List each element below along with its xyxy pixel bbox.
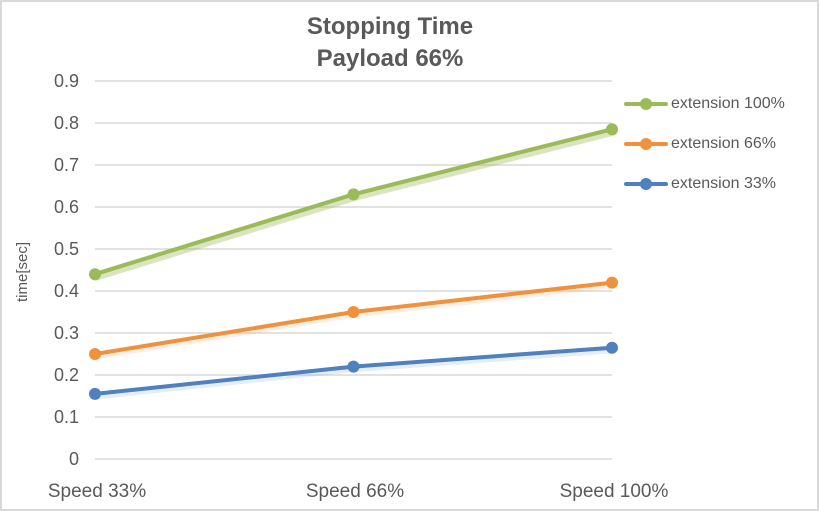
y-tick-label: 0.8 [53,113,79,133]
legend-label: extension 100% [671,95,785,112]
data-point-extension-100pct [89,268,101,281]
y-tick-label: 0 [68,449,79,469]
legend-line-marker-icon [624,98,668,110]
chart-title-line1: Stopping Time [306,13,474,40]
legend-dot-icon [640,98,652,110]
data-point-extension-33pct [347,360,360,373]
chart-title-line2: Payload 66% [316,45,464,72]
data-point-extension-33pct [89,387,101,400]
y-tick-label: 0.1 [53,407,79,427]
data-point-extension-66pct [606,276,618,289]
legend-entry: extension 100% [624,84,785,124]
legend-dot-icon [640,178,652,190]
legend-line-marker-icon [624,138,668,150]
data-point-extension-100pct [347,188,360,201]
legend-dot-icon [640,138,652,150]
legend-label: extension 66% [671,135,776,152]
y-tick-label: 0.7 [53,155,79,175]
y-tick-label: 0.5 [53,239,79,259]
series-line-extension-66pct [93,280,614,356]
legend-entry: extension 33% [624,164,785,204]
data-point-extension-66pct [347,306,360,318]
chart-title: Stopping Time Payload 66% [140,11,640,75]
y-tick-label: 0.4 [53,281,79,301]
data-point-extension-33pct [606,341,618,354]
legend-line-marker-icon [624,178,668,190]
legend-label: extension 33% [671,175,776,192]
series-glow-extension-66pct [92,281,617,360]
x-tick-label: Speed 66% [305,481,405,502]
x-tick-label: Speed 100% [559,481,669,502]
data-point-extension-66pct [89,348,101,360]
y-tick-label: 0.9 [53,71,79,91]
series-glow-extension-33pct [92,346,617,400]
legend: extension 100% extension 66% extension 3… [624,84,785,204]
y-tick-label: 0.6 [53,197,79,217]
y-tick-label: 0.3 [53,323,79,343]
x-tick-label: Speed 33% [47,481,147,502]
legend-entry: extension 66% [624,124,785,164]
y-tick-label: 0.2 [53,365,79,385]
series-glow-extension-100pct [91,126,618,281]
data-point-extension-100pct [606,123,618,136]
